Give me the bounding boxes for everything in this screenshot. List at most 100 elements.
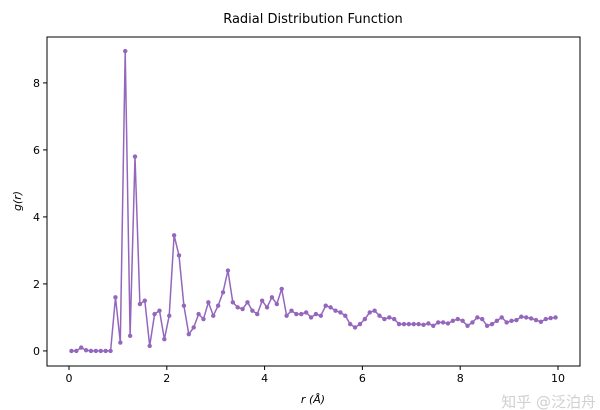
y-tick-label: 8 bbox=[33, 77, 40, 90]
data-point bbox=[548, 315, 553, 321]
data-point bbox=[470, 320, 475, 325]
data-point bbox=[445, 321, 451, 326]
data-point bbox=[79, 345, 84, 350]
y-axis-label: g(r) bbox=[11, 191, 24, 211]
data-point bbox=[98, 348, 103, 354]
data-point bbox=[250, 308, 255, 313]
x-tick-label: 8 bbox=[457, 372, 464, 385]
data-point bbox=[113, 295, 118, 300]
data-point bbox=[259, 298, 265, 303]
data-point bbox=[230, 300, 236, 305]
data-point bbox=[176, 253, 182, 258]
series-line bbox=[71, 51, 556, 352]
data-point bbox=[524, 315, 529, 320]
data-point bbox=[519, 314, 524, 319]
y-tick-label: 4 bbox=[33, 211, 40, 224]
data-point bbox=[196, 311, 201, 317]
data-point bbox=[240, 306, 245, 312]
data-point bbox=[435, 320, 441, 325]
data-point bbox=[343, 313, 348, 318]
data-point bbox=[132, 154, 138, 159]
data-point bbox=[284, 313, 289, 318]
data-point bbox=[313, 311, 319, 317]
data-point bbox=[118, 340, 123, 345]
data-point bbox=[225, 268, 231, 273]
data-point bbox=[211, 313, 216, 318]
data-point bbox=[352, 325, 358, 330]
data-point bbox=[289, 308, 294, 313]
data-point bbox=[264, 305, 270, 310]
data-point bbox=[167, 313, 172, 318]
data-point bbox=[475, 315, 480, 320]
x-tick-label: 10 bbox=[551, 372, 565, 385]
data-point bbox=[416, 321, 421, 327]
data-point bbox=[387, 315, 392, 320]
data-point bbox=[533, 317, 539, 323]
x-tick-label: 2 bbox=[163, 372, 170, 385]
x-tick-label: 6 bbox=[359, 372, 366, 385]
data-point bbox=[333, 308, 338, 313]
data-point bbox=[93, 348, 99, 354]
data-point bbox=[480, 316, 485, 322]
data-point bbox=[543, 316, 548, 322]
data-point bbox=[220, 290, 226, 295]
data-point bbox=[201, 316, 206, 322]
data-point bbox=[157, 308, 162, 313]
data-point bbox=[401, 321, 407, 327]
data-point bbox=[127, 333, 133, 339]
data-point bbox=[83, 348, 89, 353]
watermark: 知乎 @泛泊舟 bbox=[501, 393, 596, 410]
data-point bbox=[235, 305, 240, 310]
data-point bbox=[245, 300, 250, 305]
plot-frame bbox=[46, 36, 581, 367]
data-point bbox=[147, 343, 152, 349]
data-point bbox=[108, 348, 113, 354]
data-point bbox=[367, 310, 372, 315]
y-tick-label: 2 bbox=[33, 278, 40, 291]
data-point bbox=[421, 322, 426, 327]
data-point bbox=[274, 301, 280, 307]
data-point bbox=[357, 321, 363, 327]
data-point bbox=[142, 298, 147, 303]
data-point bbox=[494, 318, 500, 323]
data-point bbox=[338, 310, 343, 315]
data-point bbox=[382, 316, 387, 322]
data-point bbox=[460, 318, 465, 323]
data-point bbox=[152, 311, 157, 317]
data-point bbox=[299, 311, 304, 317]
data-point bbox=[74, 348, 79, 354]
data-point bbox=[88, 348, 94, 354]
y-tick-label: 6 bbox=[33, 144, 40, 157]
data-point bbox=[186, 331, 192, 337]
data-point bbox=[509, 318, 514, 323]
data-point bbox=[499, 315, 504, 320]
data-point bbox=[308, 315, 314, 320]
data-point bbox=[391, 316, 397, 322]
data-point bbox=[411, 321, 416, 327]
data-point bbox=[426, 321, 431, 326]
data-point bbox=[69, 348, 74, 354]
data-point bbox=[171, 233, 177, 238]
data-point bbox=[323, 303, 328, 308]
data-point bbox=[347, 321, 353, 327]
data-point bbox=[465, 323, 470, 328]
x-tick-label: 4 bbox=[261, 372, 268, 385]
data-point bbox=[504, 320, 509, 325]
data-point bbox=[255, 311, 260, 317]
data-point bbox=[440, 320, 446, 325]
data-point bbox=[206, 300, 211, 305]
data-point bbox=[484, 323, 490, 328]
data-point bbox=[362, 316, 368, 322]
data-point bbox=[450, 318, 456, 323]
data-point bbox=[137, 301, 143, 307]
data-point bbox=[162, 336, 167, 342]
data-point bbox=[455, 316, 460, 322]
data-point bbox=[406, 321, 412, 327]
y-tick-label: 0 bbox=[33, 345, 40, 358]
data-point bbox=[303, 310, 309, 315]
data-point bbox=[269, 295, 275, 300]
data-point bbox=[514, 317, 519, 323]
data-point bbox=[123, 48, 128, 54]
data-point bbox=[215, 303, 221, 308]
